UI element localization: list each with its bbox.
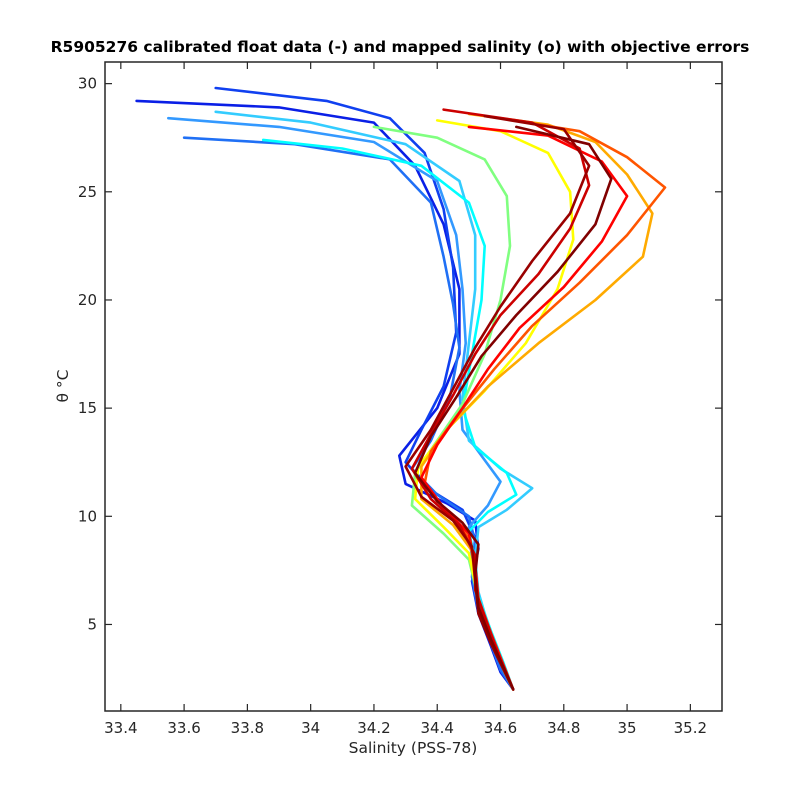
y-tick-label: 5 — [87, 615, 97, 633]
y-tick-label: 30 — [78, 75, 97, 93]
x-tick-label: 35 — [618, 719, 637, 737]
x-tick-label: 34.4 — [421, 719, 454, 737]
axes-box — [104, 61, 723, 712]
x-tick-label: 33.8 — [231, 719, 264, 737]
y-tick-label: 25 — [78, 183, 97, 201]
x-tick-label: 33.4 — [104, 719, 137, 737]
y-tick-label: 10 — [78, 507, 97, 525]
series-line — [404, 114, 591, 691]
series-layer — [135, 86, 667, 691]
x-tick-label: 34 — [301, 719, 320, 737]
x-tick-label: 33.6 — [167, 719, 200, 737]
x-tick-label: 35.2 — [674, 719, 707, 737]
x-axis-label: Salinity (PSS-78) — [349, 739, 478, 757]
y-axis-label: θ °C — [54, 370, 72, 403]
x-tick-label: 34.6 — [484, 719, 517, 737]
series-line — [413, 125, 613, 691]
chart-title: R5905276 calibrated float data (-) and m… — [51, 38, 750, 56]
ticks-layer: 33.4 33.6 33.8 34 34.2 34.4 34.6 34.8 35 35.2 5 10 1… — [78, 62, 722, 737]
plot-area — [105, 62, 722, 711]
y-tick-label: 20 — [78, 291, 97, 309]
y-tick-label: 15 — [78, 399, 97, 417]
x-tick-label: 34.8 — [547, 719, 580, 737]
x-tick-label: 34.2 — [357, 719, 390, 737]
